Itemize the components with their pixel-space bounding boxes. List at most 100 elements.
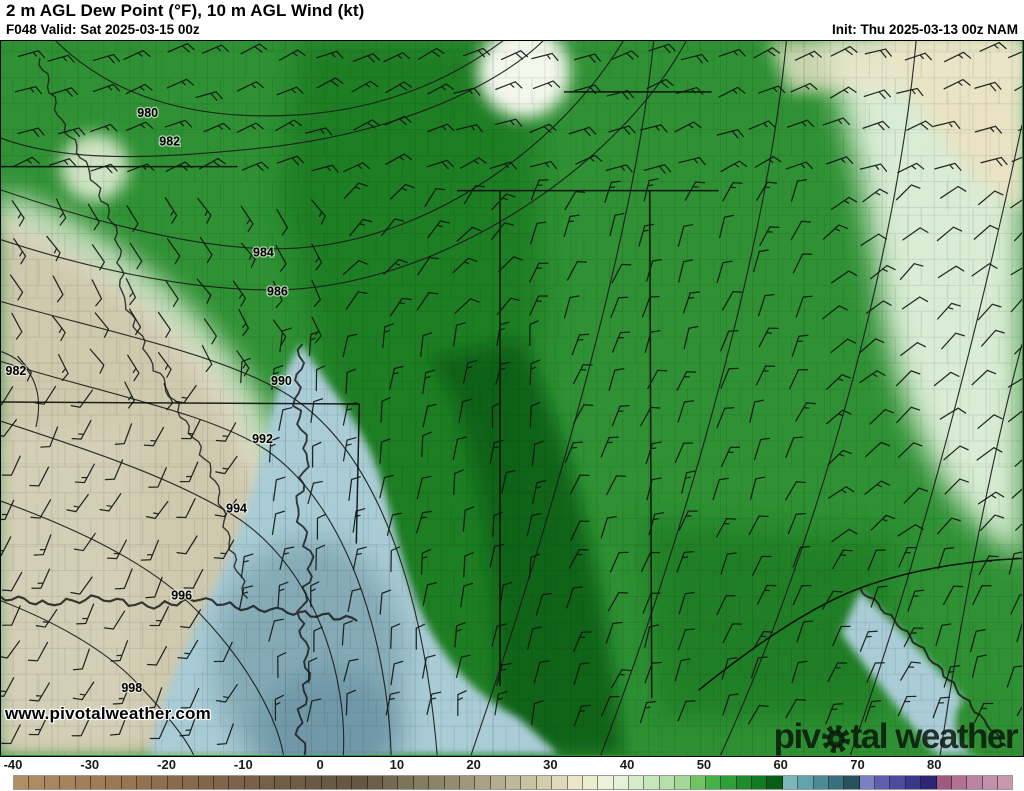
wind-barb — [676, 86, 704, 95]
wind-barb — [870, 585, 888, 608]
wind-barb — [495, 81, 523, 90]
wind-barb — [600, 695, 620, 717]
river-red — [1, 594, 358, 622]
wind-barb — [199, 236, 213, 264]
wind-barb — [859, 370, 886, 384]
wind-barb — [275, 119, 302, 132]
colorbar-cell — [782, 776, 799, 789]
wind-barb — [29, 466, 50, 487]
wind-barb — [600, 436, 619, 458]
wind-barb — [641, 295, 660, 318]
wind-barb — [99, 493, 122, 512]
wind-barb — [496, 297, 521, 315]
wind-barb — [176, 497, 196, 519]
colorbar-tick-label: 50 — [696, 757, 712, 772]
wind-barb — [48, 158, 77, 166]
wind-barb — [794, 50, 822, 61]
wind-barb — [646, 258, 663, 282]
wind-barb — [275, 244, 287, 272]
wind-barb — [645, 441, 662, 465]
wind-barb — [310, 398, 323, 423]
wind-barb — [149, 606, 169, 627]
wind-barb — [830, 338, 857, 353]
wind-barb — [722, 181, 743, 202]
wind-barb — [383, 258, 408, 275]
weather-map-graphic: 980 982 982 984 986 990 992 994 996 998 — [1, 41, 1022, 755]
wind-barb — [977, 414, 1003, 429]
wind-barb — [529, 123, 557, 134]
wind-barb — [973, 224, 999, 240]
colorbar-tick-label: 70 — [850, 757, 865, 772]
wind-barb — [1014, 459, 1022, 467]
wind-barb — [278, 49, 306, 61]
wind-barb — [940, 185, 967, 199]
wind-barb — [453, 87, 481, 96]
wind-barb — [716, 129, 745, 139]
wind-barb — [92, 83, 121, 93]
wind-barb — [498, 256, 523, 273]
wind-barb — [103, 610, 126, 630]
wind-barb — [452, 436, 467, 461]
wind-barb — [316, 50, 344, 59]
wind-barb — [600, 516, 617, 539]
colorbar-cell — [675, 776, 691, 789]
wind-barb — [569, 474, 590, 495]
wind-barb — [531, 700, 544, 725]
wind-barb — [573, 662, 590, 685]
colorbar-cell — [536, 776, 553, 789]
wind-barb — [903, 487, 929, 504]
wind-barb — [35, 608, 58, 628]
wind-barb — [722, 623, 743, 644]
colorbar-cell — [152, 776, 168, 789]
wind-barb — [939, 407, 967, 420]
wind-barb — [1, 677, 15, 697]
wind-barb — [89, 348, 105, 374]
wind-barb — [352, 508, 366, 533]
wind-barb — [390, 623, 401, 650]
wind-barb — [607, 591, 629, 612]
wind-barb — [272, 280, 283, 308]
wind-barb — [822, 224, 848, 240]
wind-barb — [114, 568, 133, 590]
colorbar-cell — [336, 776, 353, 789]
wind-barb — [279, 327, 292, 353]
wind-barb — [943, 665, 961, 688]
wind-barb — [752, 555, 772, 576]
wind-barb — [381, 218, 405, 236]
wind-barb — [496, 662, 512, 686]
wind-barb — [181, 419, 201, 440]
wind-barb — [898, 546, 917, 568]
wind-barb — [499, 581, 513, 607]
wind-barb — [94, 312, 110, 338]
wind-barb — [271, 510, 285, 536]
wind-barb — [417, 256, 439, 276]
contour-label: 990 — [271, 374, 292, 388]
wind-barb — [674, 658, 691, 682]
wind-barb — [904, 52, 933, 61]
wind-barb — [791, 660, 808, 684]
wind-barb — [496, 321, 510, 346]
wind-barb — [865, 441, 891, 458]
wind-barb — [1, 640, 21, 659]
wind-barb — [389, 183, 415, 200]
logo-text-prefix: piv — [773, 717, 822, 756]
wind-barb — [71, 716, 91, 737]
wind-barb — [424, 188, 446, 208]
wind-barb — [17, 50, 46, 59]
colorbar-cell — [275, 776, 291, 789]
colorbar-cell — [29, 776, 45, 789]
wind-barb — [213, 539, 235, 560]
colorbar-cell — [506, 776, 522, 789]
colorbar-tick-label: -20 — [157, 757, 176, 772]
wind-barb — [422, 582, 437, 606]
colorbar-cell — [813, 776, 829, 789]
colorbar-cell — [690, 776, 706, 789]
wind-barb — [785, 481, 806, 501]
wind-barb — [640, 124, 668, 133]
wind-barb — [757, 85, 786, 94]
wind-barb — [124, 381, 135, 409]
map-header: 2 m AGL Dew Point (°F), 10 m AGL Wind (k… — [0, 0, 1024, 40]
wind-barb — [125, 278, 137, 306]
colorbar-cell — [475, 776, 491, 789]
wind-barb — [379, 474, 394, 499]
